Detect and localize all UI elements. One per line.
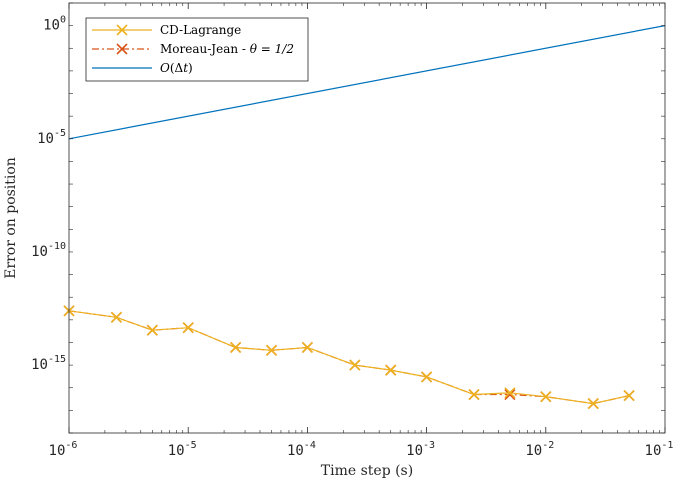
y-tick-label: 100 — [43, 15, 66, 34]
marker-stroke — [230, 341, 242, 354]
marker-stroke — [504, 387, 516, 399]
legend: CD-Lagrange Moreau-Jean - θ = 1/2 O(Δt) — [85, 17, 309, 82]
data-point-cd-lagrange — [504, 387, 516, 399]
marker-stroke — [540, 391, 552, 403]
data-point-cd-lagrange — [587, 397, 599, 410]
legend-label-order: O(Δt) — [160, 61, 193, 75]
data-point-cd-lagrange — [468, 388, 480, 401]
data-point-cd-lagrange — [623, 390, 635, 402]
y-tick-label: 10-15 — [31, 354, 66, 373]
legend-item-order-line: O(Δt) — [92, 61, 193, 75]
marker-stroke — [265, 344, 278, 356]
legend-item-moreau-jean: Moreau-Jean - θ = 1/2 — [92, 42, 294, 56]
y-tick-label: 10-10 — [31, 241, 66, 260]
x-tick-label: 10-5 — [168, 440, 197, 459]
marker-stroke — [504, 388, 516, 401]
y-tick-label: 10-5 — [37, 128, 66, 147]
legend-label-moreau-jean: Moreau-Jean - θ = 1/2 — [160, 42, 294, 56]
legend-marker-moreau-jean — [116, 43, 128, 55]
y-axis-label: Error on position — [3, 157, 19, 279]
x-tick-label: 10-4 — [287, 440, 316, 459]
data-point-cd-lagrange — [182, 322, 194, 334]
legend-item-cd-lagrange: CD-Lagrange — [92, 23, 241, 37]
x-tick-label: 10-2 — [525, 440, 554, 459]
marker-stroke — [110, 311, 123, 323]
data-point-cd-lagrange — [540, 391, 552, 403]
marker-stroke — [468, 388, 480, 401]
x-axis-label: Time step (s) — [321, 463, 413, 479]
x-tick-label: 10-1 — [645, 440, 674, 459]
marker-stroke — [146, 324, 158, 336]
data-point-moreau-jean-1-2 — [504, 388, 516, 401]
data-point-cd-lagrange — [385, 364, 397, 376]
series-line-o-t — [68, 25, 666, 140]
x-tick-label: 10-3 — [406, 440, 435, 459]
legend-label-cd-lagrange: CD-Lagrange — [160, 23, 241, 37]
marker-stroke — [301, 341, 313, 354]
axes-box — [68, 2, 666, 434]
x-tick-label: 10-6 — [49, 440, 78, 459]
marker-stroke — [587, 397, 599, 410]
data-point-cd-lagrange — [421, 371, 433, 383]
legend-marker-cd-lagrange — [116, 24, 128, 36]
data-point-cd-lagrange — [110, 311, 123, 323]
marker-stroke — [385, 364, 397, 376]
marker-stroke — [623, 390, 635, 402]
data-point-cd-lagrange — [146, 324, 158, 336]
data-point-cd-lagrange — [349, 359, 361, 371]
marker-stroke — [349, 359, 361, 371]
data-point-cd-lagrange — [230, 341, 242, 354]
data-point-cd-lagrange — [265, 344, 278, 356]
marker-stroke — [182, 322, 194, 334]
data-point-cd-lagrange — [301, 341, 313, 354]
marker-stroke — [421, 371, 433, 383]
